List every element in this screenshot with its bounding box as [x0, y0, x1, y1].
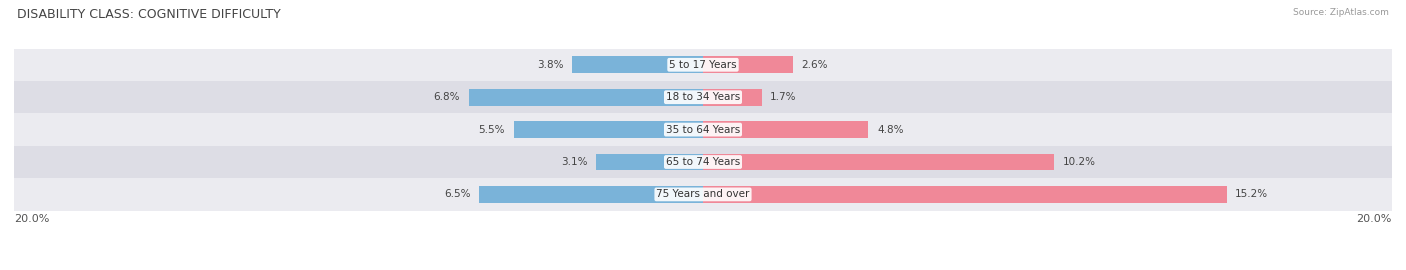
Bar	[596, 154, 703, 170]
Text: 4.8%: 4.8%	[877, 124, 904, 135]
Bar	[703, 121, 869, 138]
Text: 20.0%: 20.0%	[1357, 214, 1392, 224]
Bar	[703, 56, 793, 73]
Text: 2.6%: 2.6%	[801, 60, 828, 70]
Text: 5.5%: 5.5%	[478, 124, 505, 135]
Text: 5 to 17 Years: 5 to 17 Years	[669, 60, 737, 70]
Bar	[703, 186, 1226, 203]
Bar	[572, 56, 703, 73]
Bar	[479, 186, 703, 203]
Text: 35 to 64 Years: 35 to 64 Years	[666, 124, 740, 135]
Bar	[468, 89, 703, 106]
Text: 15.2%: 15.2%	[1236, 189, 1268, 200]
Bar	[14, 113, 1392, 146]
Text: 6.5%: 6.5%	[444, 189, 471, 200]
Text: 18 to 34 Years: 18 to 34 Years	[666, 92, 740, 102]
Text: 20.0%: 20.0%	[14, 214, 49, 224]
Bar	[703, 89, 762, 106]
Bar	[14, 49, 1392, 81]
Text: 65 to 74 Years: 65 to 74 Years	[666, 157, 740, 167]
Bar	[14, 178, 1392, 211]
Text: Source: ZipAtlas.com: Source: ZipAtlas.com	[1294, 8, 1389, 17]
Text: 75 Years and over: 75 Years and over	[657, 189, 749, 200]
Text: 3.1%: 3.1%	[561, 157, 588, 167]
Text: 6.8%: 6.8%	[433, 92, 460, 102]
Text: 3.8%: 3.8%	[537, 60, 564, 70]
Text: 1.7%: 1.7%	[770, 92, 797, 102]
Bar	[14, 146, 1392, 178]
Text: 10.2%: 10.2%	[1063, 157, 1095, 167]
Text: DISABILITY CLASS: COGNITIVE DIFFICULTY: DISABILITY CLASS: COGNITIVE DIFFICULTY	[17, 8, 281, 21]
Bar	[14, 81, 1392, 113]
Bar	[703, 154, 1054, 170]
Bar	[513, 121, 703, 138]
